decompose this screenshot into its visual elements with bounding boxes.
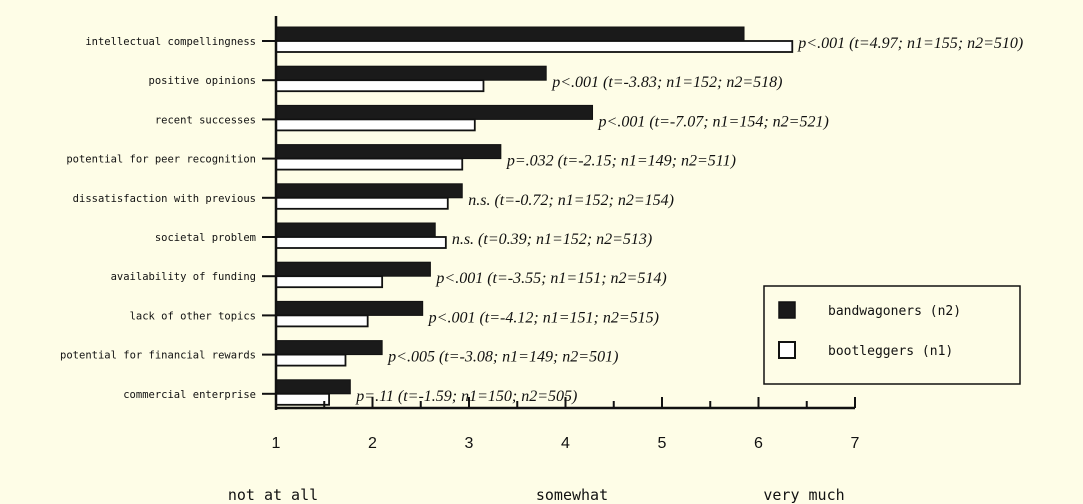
bars-layer	[275, 26, 794, 406]
x-tick-label: 2	[368, 435, 377, 452]
stat-annotation: p<.001 (t=-4.12; n1=151; n2=515)	[428, 309, 659, 326]
bar-bandwagoners	[275, 144, 502, 160]
legend-box	[763, 285, 1021, 385]
stat-annotation: p<.001 (t=-7.07; n1=154; n2=521)	[598, 113, 829, 130]
bar-bootleggers	[275, 196, 449, 210]
legend-label-bootleggers: bootleggers (n1)	[828, 344, 953, 359]
bar-bandwagoners	[275, 104, 594, 120]
bar-bootleggers	[275, 40, 794, 53]
x-tick-label: 4	[561, 435, 570, 452]
x-tick-label: 5	[658, 435, 667, 452]
legend-swatch-bandwagoners	[778, 301, 796, 319]
category-label: intellectual compellingness	[85, 36, 256, 48]
category-label: dissatisfaction with previous	[73, 193, 256, 205]
x-tick-label: 1	[272, 435, 281, 452]
x-tick-label: 3	[465, 435, 474, 452]
legend: bandwagoners (n2) bootleggers (n1)	[763, 285, 1021, 385]
bar-bootleggers	[275, 314, 369, 328]
bar-bandwagoners	[275, 183, 463, 199]
bar-bandwagoners	[275, 300, 424, 316]
scale-anchor-label: not at all	[228, 486, 318, 504]
category-label: positive opinions	[149, 75, 256, 87]
bar-bootleggers	[275, 118, 476, 132]
scale-anchor-label: somewhat	[536, 486, 608, 504]
stat-annotation: p<.001 (t=-3.55; n1=151; n2=514)	[435, 270, 666, 287]
bar-bootleggers	[275, 236, 447, 249]
category-label: availability of funding	[111, 271, 256, 283]
category-label: potential for financial rewards	[60, 350, 256, 362]
x-tick-label: 6	[754, 435, 763, 452]
category-label: lack of other topics	[130, 310, 256, 322]
bar-bandwagoners	[275, 261, 431, 277]
legend-swatch-bootleggers	[778, 341, 796, 359]
stat-annotation: p=.11 (t=-1.59; n1=150; n2=505)	[355, 388, 577, 405]
bar-bandwagoners	[275, 222, 436, 238]
legend-label-bandwagoners: bandwagoners (n2)	[828, 304, 961, 319]
axes-layer	[262, 16, 856, 410]
bar-bandwagoners	[275, 65, 547, 81]
stat-annotation: p<.001 (t=-3.83; n1=152; n2=518)	[551, 74, 782, 91]
stat-annotation: p=.032 (t=-2.15; n1=149; n2=511)	[506, 153, 736, 170]
bar-bandwagoners	[275, 379, 351, 395]
stat-annotation: n.s. (t=-0.72; n1=152; n2=154)	[468, 192, 674, 209]
bar-bootleggers	[275, 392, 330, 406]
bar-bootleggers	[275, 353, 347, 367]
stat-annotation: p<.001 (t=4.97; n1=155; n2=510)	[797, 35, 1023, 52]
bar-bootleggers	[275, 79, 485, 93]
category-label: potential for peer recognition	[66, 154, 256, 166]
stat-annotation: n.s. (t=0.39; n1=152; n2=513)	[452, 231, 652, 248]
bar-bootleggers	[275, 275, 384, 289]
scale-anchor-label: very much	[763, 486, 844, 504]
category-label: recent successes	[155, 114, 256, 126]
category-label: commercial enterprise	[123, 389, 256, 401]
bar-bootleggers	[275, 157, 464, 171]
labels-layer: 1 2 3 4 5 6 7 not at all somewhat very much intell…	[60, 35, 1023, 504]
x-tick-label: 7	[851, 435, 860, 452]
bar-bandwagoners	[275, 340, 383, 356]
bar-bandwagoners	[275, 26, 745, 42]
stat-annotation: p<.005 (t=-3.08; n1=149; n2=501)	[387, 349, 618, 366]
category-label: societal problem	[155, 232, 256, 244]
